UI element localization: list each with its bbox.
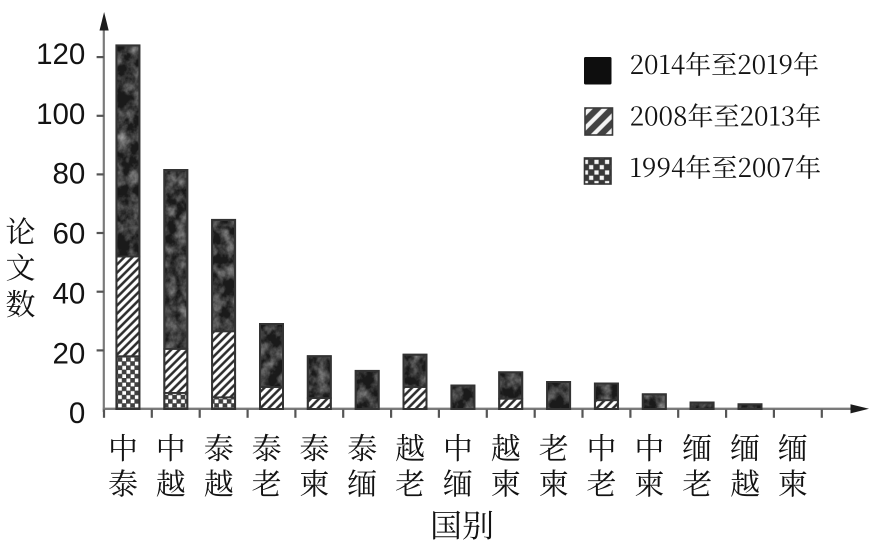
svg-text:0: 0 bbox=[69, 397, 85, 430]
svg-text:越: 越 bbox=[204, 459, 234, 503]
svg-text:越: 越 bbox=[395, 424, 425, 468]
svg-text:老: 老 bbox=[587, 459, 617, 503]
svg-text:缅: 缅 bbox=[730, 424, 760, 468]
svg-text:柬: 柬 bbox=[299, 459, 329, 503]
svg-text:100: 100 bbox=[36, 98, 85, 131]
svg-text:柬: 柬 bbox=[634, 459, 664, 503]
svg-text:缅: 缅 bbox=[682, 424, 712, 468]
svg-text:60: 60 bbox=[52, 218, 85, 251]
svg-text:老: 老 bbox=[252, 459, 282, 503]
svg-text:中: 中 bbox=[156, 424, 186, 468]
svg-text:缅: 缅 bbox=[778, 424, 808, 468]
svg-text:越: 越 bbox=[491, 424, 521, 468]
svg-text:柬: 柬 bbox=[539, 459, 569, 503]
svg-text:柬: 柬 bbox=[778, 459, 808, 503]
svg-text:越: 越 bbox=[156, 459, 186, 503]
svg-text:中: 中 bbox=[634, 424, 664, 468]
svg-text:泰: 泰 bbox=[108, 459, 138, 503]
svg-text:老: 老 bbox=[682, 459, 712, 503]
svg-text:1994年至2007年: 1994年至2007年 bbox=[630, 148, 822, 185]
svg-text:缅: 缅 bbox=[443, 459, 473, 503]
svg-text:泰: 泰 bbox=[252, 424, 282, 468]
svg-text:泰: 泰 bbox=[204, 424, 234, 468]
svg-text:泰: 泰 bbox=[299, 424, 329, 468]
svg-text:文: 文 bbox=[6, 244, 36, 288]
svg-text:老: 老 bbox=[539, 424, 569, 468]
svg-text:缅: 缅 bbox=[347, 459, 377, 503]
svg-text:20: 20 bbox=[52, 338, 85, 371]
svg-text:柬: 柬 bbox=[491, 459, 521, 503]
svg-text:泰: 泰 bbox=[347, 424, 377, 468]
svg-text:数: 数 bbox=[6, 280, 36, 324]
svg-text:中: 中 bbox=[108, 424, 138, 468]
svg-text:国别: 国别 bbox=[430, 501, 494, 542]
svg-text:2008年至2013年: 2008年至2013年 bbox=[630, 97, 822, 134]
svg-text:中: 中 bbox=[443, 424, 473, 468]
svg-text:老: 老 bbox=[395, 459, 425, 503]
svg-text:120: 120 bbox=[36, 38, 85, 71]
svg-text:80: 80 bbox=[52, 158, 85, 191]
svg-text:越: 越 bbox=[730, 459, 760, 503]
svg-text:2014年至2019年: 2014年至2019年 bbox=[630, 45, 820, 82]
svg-text:中: 中 bbox=[587, 424, 617, 468]
svg-text:40: 40 bbox=[52, 277, 85, 310]
svg-text:论: 论 bbox=[6, 208, 36, 252]
